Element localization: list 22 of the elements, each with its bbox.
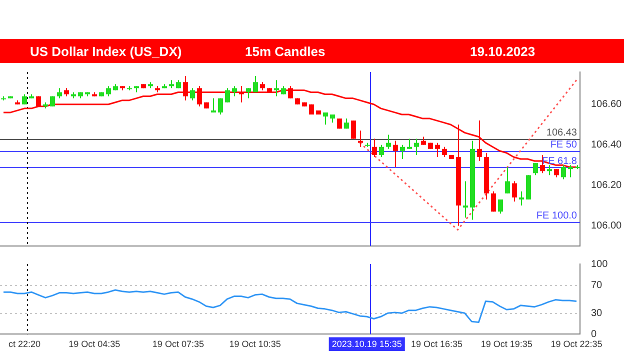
x-tick-label: 19 Oct 19:35 (480, 339, 532, 350)
x-tick-label: ct 22:20 (8, 339, 40, 350)
x-tick-label: 19 Oct 22:35 (550, 339, 602, 350)
y-tick-label: 30 (591, 308, 603, 319)
ref-line-label: FE 50 (550, 140, 578, 151)
y-tick-label: 100 (591, 258, 608, 270)
y-tick-label: 70 (591, 280, 603, 291)
x-tick-label: 19 Oct 16:35 (410, 339, 463, 350)
y-tick-label: 0 (591, 328, 597, 340)
y-tick-label: 106.60 (591, 99, 622, 110)
x-tick-label: 19 Oct 07:35 (152, 339, 204, 350)
y-tick-label: 106.20 (591, 180, 622, 192)
ref-line-label: 106.43 (546, 128, 578, 139)
chart-subtitle: 15m Candles (245, 44, 326, 59)
y-tick-label: 106.00 (591, 220, 622, 232)
x-tick-label: 19 Oct 10:35 (229, 339, 281, 350)
chart-title: US Dollar Index (US_DX) (30, 44, 182, 59)
x-tick-label: 2023.10.19 15:35 (332, 339, 402, 350)
text: 19.10.2023 (470, 44, 536, 59)
y-tick-label: 106.40 (591, 140, 622, 151)
x-tick-label: 19 Oct 04:35 (68, 339, 120, 350)
ref-line-label: FE 100.0 (536, 210, 578, 222)
